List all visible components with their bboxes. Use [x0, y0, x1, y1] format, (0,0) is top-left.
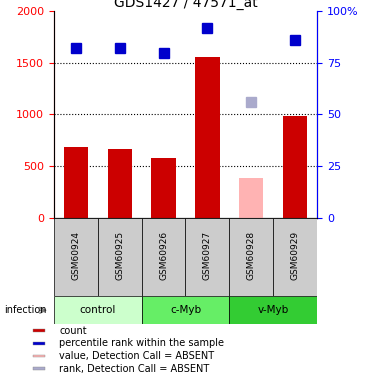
Bar [229, 217, 273, 296]
Text: rank, Detection Call = ABSENT: rank, Detection Call = ABSENT [59, 364, 210, 374]
Bar [186, 217, 229, 296]
Text: count: count [59, 326, 87, 336]
Bar [229, 296, 317, 324]
Text: GSM60924: GSM60924 [71, 231, 80, 280]
Bar [64, 147, 88, 218]
Bar [98, 217, 142, 296]
Bar [196, 57, 220, 217]
Bar [273, 217, 317, 296]
Bar [108, 149, 132, 217]
Text: value, Detection Call = ABSENT: value, Detection Call = ABSENT [59, 351, 214, 361]
Text: c-Myb: c-Myb [170, 305, 201, 315]
Text: v-Myb: v-Myb [258, 305, 289, 315]
Text: GSM60927: GSM60927 [203, 231, 212, 280]
Title: GDS1427 / 47571_at: GDS1427 / 47571_at [114, 0, 257, 10]
Bar [151, 158, 175, 218]
Text: GSM60928: GSM60928 [247, 231, 256, 280]
Bar [54, 296, 142, 324]
Text: GSM60929: GSM60929 [291, 231, 300, 280]
Bar [33, 342, 45, 345]
Bar [54, 217, 98, 296]
Text: percentile rank within the sample: percentile rank within the sample [59, 338, 224, 348]
Bar [33, 329, 45, 332]
Text: control: control [79, 305, 116, 315]
Text: infection: infection [4, 305, 46, 315]
Bar [142, 296, 229, 324]
Text: GSM60925: GSM60925 [115, 231, 124, 280]
Bar [33, 355, 45, 357]
Bar [33, 367, 45, 370]
Text: GSM60926: GSM60926 [159, 231, 168, 280]
Bar [142, 217, 186, 296]
Bar [239, 178, 263, 218]
Bar [283, 116, 307, 218]
